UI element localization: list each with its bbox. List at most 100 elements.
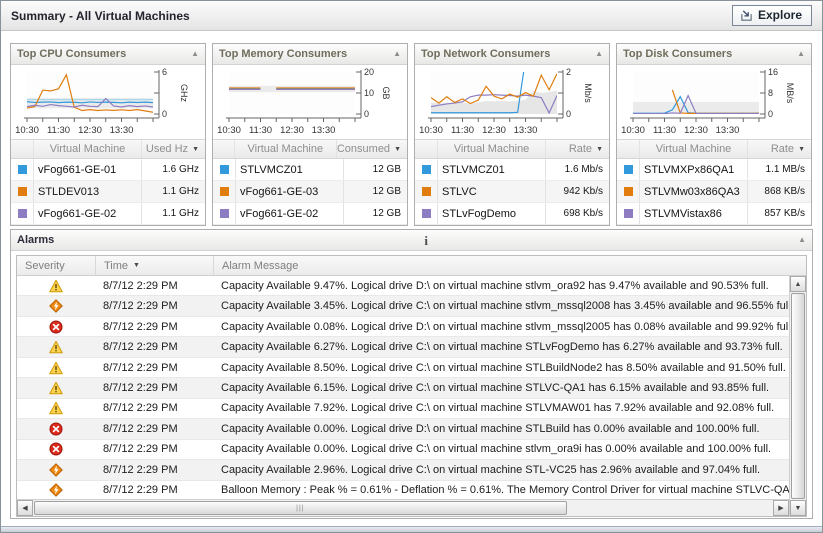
scroll-down-button[interactable]: ▼: [790, 500, 806, 516]
collapse-icon[interactable]: ▲: [191, 49, 199, 58]
alarm-row[interactable]: 8/7/12 2:29 PM Capacity Available 0.00%. …: [17, 440, 789, 461]
series-color-swatch: [421, 209, 431, 218]
alarms-panel: Alarms i ▲ Severity Time ▼ Alarm Message…: [10, 229, 813, 519]
alarm-row[interactable]: 8/7/12 2:29 PM Capacity Available 3.45%. …: [17, 296, 789, 317]
scroll-right-button[interactable]: ▶: [773, 500, 789, 516]
alarm-severity-cell: [17, 361, 95, 375]
time-column-header[interactable]: Time ▼: [95, 256, 213, 275]
svg-text:11:30: 11:30: [451, 125, 474, 136]
horizontal-scrollbar-thumb[interactable]: |||: [34, 501, 567, 515]
swatch-column-header: [11, 140, 33, 158]
collapse-icon[interactable]: ▲: [797, 49, 805, 58]
alarm-time: 8/7/12 2:29 PM: [103, 300, 178, 313]
vm-column-header[interactable]: Virtual Machine: [33, 140, 141, 158]
vertical-scrollbar[interactable]: ▲ ▼: [789, 276, 806, 516]
svg-text:2: 2: [566, 67, 571, 77]
alarm-time: 8/7/12 2:29 PM: [103, 381, 178, 394]
consumer-row[interactable]: STLVC 942 Kb/s: [415, 181, 609, 203]
value-column-header[interactable]: Consumed ▼: [335, 140, 407, 158]
alarm-row[interactable]: 8/7/12 2:29 PM Capacity Available 2.96%. …: [17, 460, 789, 481]
collapse-icon[interactable]: ▲: [393, 49, 401, 58]
alarm-message: Capacity Available 0.00%. Logical drive …: [221, 443, 772, 456]
swatch-column-header: [415, 140, 437, 158]
vm-column-header[interactable]: Virtual Machine: [233, 140, 336, 158]
series-swatch-cell: [415, 159, 437, 180]
svg-text:13:30: 13:30: [110, 125, 134, 136]
alarm-row[interactable]: 8/7/12 2:29 PM Capacity Available 7.92%. …: [17, 399, 789, 420]
alarm-severity-cell: [17, 381, 95, 395]
alarm-message: Capacity Available 0.00%. Logical drive …: [221, 422, 760, 435]
consumer-row[interactable]: STLVMCZ01 1.6 Mb/s: [415, 159, 609, 181]
panel-header: Top CPU Consumers ▲: [11, 44, 205, 65]
consumer-row[interactable]: vFog661-GE-01 1.6 GHz: [11, 159, 205, 181]
alarm-row[interactable]: 8/7/12 2:29 PM Capacity Available 9.47%. …: [17, 276, 789, 297]
svg-text:13:30: 13:30: [312, 125, 336, 136]
scroll-left-button[interactable]: ◀: [17, 500, 33, 516]
series-swatch-cell: [415, 181, 437, 202]
vm-column-header[interactable]: Virtual Machine: [639, 140, 747, 158]
severity-critical-icon: [49, 483, 63, 497]
consumer-row[interactable]: STLVMVistax86 857 KB/s: [617, 203, 811, 225]
alarm-row[interactable]: 8/7/12 2:29 PM Balloon Memory : Peak % = …: [17, 481, 789, 501]
svg-text:12:30: 12:30: [280, 125, 304, 136]
consumer-row[interactable]: STLVMXPx86QA1 1.1 MB/s: [617, 159, 811, 181]
consumer-row[interactable]: STLvFogDemo 698 Kb/s: [415, 203, 609, 225]
collapse-icon[interactable]: ▲: [595, 49, 603, 58]
vm-name: STLVMXPx86QA1: [639, 159, 747, 180]
value-column-header[interactable]: Used Hz ▼: [141, 140, 205, 158]
series-swatch-cell: [213, 203, 235, 224]
vertical-scrollbar-thumb[interactable]: [791, 293, 805, 499]
disk-sparkline-chart: 10:30 11:30 12:30 13:30 16 8 0 MB/s: [621, 67, 795, 136]
series-swatch-cell: [11, 159, 33, 180]
alarm-row[interactable]: 8/7/12 2:29 PM Capacity Available 8.50%. …: [17, 358, 789, 379]
alarm-row[interactable]: 8/7/12 2:29 PM Capacity Available 6.15%. …: [17, 378, 789, 399]
horizontal-scrollbar[interactable]: ◀ ||| ▶: [17, 499, 789, 516]
vm-value: 12 GB: [343, 159, 407, 180]
consumer-row[interactable]: STLDEV013 1.1 GHz: [11, 181, 205, 203]
alarm-severity-cell: [17, 299, 95, 313]
vm-name: STLDEV013: [33, 181, 141, 202]
consumer-row[interactable]: STLVMCZ01 12 GB: [213, 159, 407, 181]
collapse-icon[interactable]: ▲: [798, 235, 806, 244]
alarm-time: 8/7/12 2:29 PM: [103, 341, 178, 354]
network-sparkline-chart: 10:30 11:30 12:30 13:30 2 0 Mb/s: [419, 67, 593, 136]
severity-fatal-icon: [49, 422, 63, 436]
alarm-row[interactable]: 8/7/12 2:29 PM Capacity Available 0.08%. …: [17, 317, 789, 338]
svg-text:10:30: 10:30: [217, 125, 241, 136]
alarm-row[interactable]: 8/7/12 2:29 PM Capacity Available 0.00%. …: [17, 419, 789, 440]
series-swatch-cell: [213, 159, 235, 180]
svg-text:GHz: GHz: [179, 84, 189, 103]
horizontal-scrollbar-track[interactable]: |||: [33, 500, 773, 516]
severity-column-header[interactable]: Severity: [25, 259, 65, 272]
panel-top-network-consumers: Top Network Consumers ▲ 10:30 11:30 12:30 13:…: [414, 43, 610, 226]
info-icon[interactable]: i: [424, 232, 428, 248]
alarm-row[interactable]: 8/7/12 2:29 PM Capacity Available 6.27%. …: [17, 337, 789, 358]
alarm-severity-cell: [17, 422, 95, 436]
series-color-swatch: [17, 187, 27, 196]
consumer-row[interactable]: vFog661-GE-02 12 GB: [213, 203, 407, 225]
alarm-severity-cell: [17, 463, 95, 477]
alarm-message: Capacity Available 7.92%. Logical drive …: [221, 402, 775, 415]
svg-text:11:30: 11:30: [653, 125, 676, 136]
sort-desc-icon: ▼: [192, 145, 199, 153]
vm-name: STLVMw03x86QA3: [639, 181, 747, 202]
svg-text:10: 10: [364, 88, 374, 98]
value-column-header[interactable]: Rate ▼: [545, 140, 609, 158]
alarm-message: Capacity Available 3.45%. Logical drive …: [221, 300, 789, 313]
scroll-up-button[interactable]: ▲: [790, 276, 806, 292]
message-column-header[interactable]: Alarm Message: [213, 256, 806, 275]
sort-desc-icon: ▼: [133, 262, 140, 269]
vm-column-header[interactable]: Virtual Machine: [437, 140, 545, 158]
panel-header: Top Memory Consumers ▲: [213, 44, 407, 65]
vm-name: STLvFogDemo: [437, 203, 545, 224]
svg-text:12:30: 12:30: [482, 125, 506, 136]
alarm-severity-cell: [17, 340, 95, 354]
explore-button[interactable]: Explore: [731, 5, 812, 26]
vm-value: 12 GB: [343, 181, 407, 202]
value-column-header[interactable]: Rate ▼: [747, 140, 811, 158]
consumer-row[interactable]: vFog661-GE-02 1.1 GHz: [11, 203, 205, 225]
consumer-row[interactable]: STLVMw03x86QA3 868 KB/s: [617, 181, 811, 203]
panel-top-disk-consumers: Top Disk Consumers ▲ 10:30 11:30 12:30 13:30 1…: [616, 43, 812, 226]
panel-title: Top CPU Consumers: [17, 48, 127, 60]
consumer-row[interactable]: vFog661-GE-03 12 GB: [213, 181, 407, 203]
